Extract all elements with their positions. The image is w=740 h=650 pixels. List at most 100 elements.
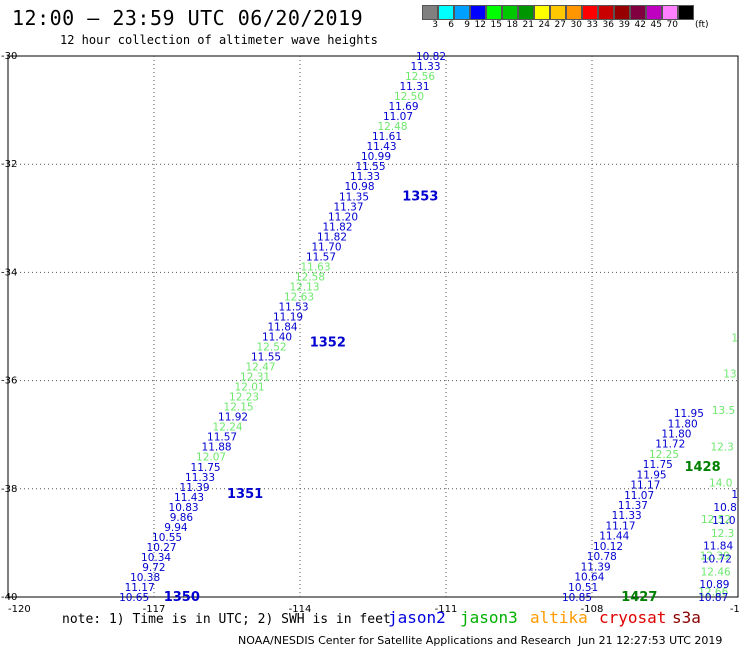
wave-height-label: 12.01 — [235, 382, 265, 394]
scale-label-3: 12 — [474, 20, 486, 30]
wave-height-label: 11.37 — [618, 500, 648, 512]
wave-height-label: 10.38 — [130, 572, 160, 584]
wave-height-label: 11.0 — [712, 515, 735, 527]
wave-height-label: 11.72 — [655, 439, 685, 451]
scale-label-14: 45 — [650, 20, 662, 30]
wave-height-label: 12.24 — [213, 422, 243, 434]
wave-height-label: 11.84 — [703, 541, 733, 553]
scale-label-7: 24 — [538, 20, 550, 30]
wave-height-label: 10.64 — [574, 572, 604, 584]
wave-height-label: 10.65 — [119, 592, 149, 604]
wave-height-label: 9.86 — [170, 512, 194, 524]
legend-altika: altika — [530, 608, 588, 627]
wave-height-label: 11.75 — [643, 459, 673, 471]
wave-height-label: 11.40 — [262, 332, 292, 344]
units-note: note: 1) Time is in UTC; 2) SWH is in fe… — [62, 612, 391, 627]
wave-height-label: 12.52 — [257, 342, 287, 354]
wave-height-label: 11.31 — [399, 81, 429, 93]
wave-height-label: 11.92 — [218, 412, 248, 424]
wave-height-label: 11.33 — [185, 472, 215, 484]
scale-label-4: 15 — [490, 20, 502, 30]
wave-height-label: 10.8 — [713, 502, 736, 514]
scale-swatch-11 — [598, 5, 614, 20]
x-tick-label: -114 — [289, 604, 312, 615]
legend-s3a: s3a — [672, 608, 701, 627]
wave-height-label: 12.25 — [649, 449, 679, 461]
footer-timestamp: Jun 21 12:27:53 UTC 2019 — [578, 634, 723, 647]
scale-swatch-0 — [422, 5, 438, 20]
wave-height-label: 11.39 — [180, 482, 210, 494]
footer-credit: NOAA/NESDIS Center for Satellite Applica… — [238, 634, 572, 647]
wave-height-label: 11.07 — [624, 490, 654, 502]
wave-height-label: 11.84 — [268, 322, 298, 334]
scale-swatch-9 — [566, 5, 582, 20]
wave-height-label: 11.70 — [311, 241, 341, 253]
wave-height-label: 10.34 — [141, 552, 171, 564]
wave-height-label: 12.52 — [701, 514, 731, 526]
wave-height-label: 10.83 — [169, 502, 199, 514]
wave-height-label: 11.63 — [300, 261, 330, 273]
wave-height-label: 11.20 — [328, 211, 358, 223]
x-tick-label: -111 — [435, 604, 458, 615]
wave-height-label: 11.44 — [599, 531, 629, 543]
wave-height-label: 12.15 — [224, 402, 254, 414]
wave-height-label: 1 — [731, 489, 738, 501]
wave-height-label: 10.55 — [152, 532, 182, 544]
wave-height-label: 1 — [731, 332, 738, 344]
wave-height-label: 11.55 — [251, 352, 281, 364]
scale-swatch-15 — [662, 5, 678, 20]
wave-height-label: 12.31 — [240, 372, 270, 384]
wave-height-label: 13 — [723, 369, 736, 381]
wave-height-label: 11.17 — [605, 520, 635, 532]
wave-height-label: 11.35 — [339, 191, 369, 203]
wave-height-label: 12.3 — [710, 441, 733, 453]
scale-label-2: 9 — [464, 20, 470, 30]
scale-swatch-3 — [470, 5, 486, 20]
y-tick-label: -34 — [1, 267, 17, 278]
scale-labels: 3 6 9 12 15 18 21 24 27 30 33 36 39 42 45 70 (ft) — [422, 20, 708, 32]
pass-id-label: 1352 — [310, 336, 346, 351]
scale-swatches — [422, 5, 709, 20]
wave-height-label: 11.37 — [333, 201, 363, 213]
pass-id-label: 1428 — [684, 460, 720, 475]
scale-swatch-7 — [534, 5, 550, 20]
wave-height-label: 12.63 — [284, 291, 314, 303]
scale-swatch-2 — [454, 5, 470, 20]
wave-height-label: 11.33 — [410, 61, 440, 73]
y-tick-label: -36 — [1, 376, 17, 387]
wave-height-label: 11.88 — [202, 442, 232, 454]
scale-label-0: 3 — [432, 20, 438, 30]
wave-height-label: 12.13 — [289, 281, 319, 293]
wave-height-label: 12.23 — [229, 392, 259, 404]
wave-height-label: 12.48 — [377, 121, 407, 133]
scale-swatch-6 — [518, 5, 534, 20]
scale-swatch-5 — [502, 5, 518, 20]
wave-height-label: 11.95 — [674, 408, 704, 420]
scale-swatch-13 — [630, 5, 646, 20]
scale-label-15: 70 — [666, 20, 678, 30]
wave-height-label: 11.19 — [273, 311, 303, 323]
scale-label-12: 39 — [618, 20, 630, 30]
wave-height-label: 12.58 — [295, 271, 325, 283]
scale-swatch-4 — [486, 5, 502, 20]
scale-label-11: 36 — [602, 20, 614, 30]
wave-height-label: 11.75 — [191, 462, 221, 474]
wave-height-label: 10.12 — [593, 541, 623, 553]
wave-height-label: 11.55 — [355, 161, 385, 173]
wave-height-label: 10.82 — [416, 51, 446, 63]
wave-height-label: 11.82 — [317, 231, 347, 243]
scale-swatch-16 — [678, 5, 694, 20]
wave-height-label: 10.87 — [698, 592, 728, 604]
wave-height-label: 11.82 — [322, 221, 352, 233]
wave-height-label: 12.46 — [701, 566, 731, 578]
scale-label-8: 27 — [554, 20, 566, 30]
x-tick-label: -10 — [730, 604, 740, 615]
wave-height-label: 11.33 — [350, 171, 380, 183]
pass-id-label: 1351 — [227, 487, 263, 502]
wave-height-label: 10.51 — [568, 582, 598, 594]
wave-height-label: 11.80 — [668, 418, 698, 430]
wave-height-label: 12.56 — [405, 71, 435, 83]
chart-subtitle: 12 hour collection of altimeter wave hei… — [60, 33, 378, 47]
scale-label-10: 33 — [586, 20, 598, 30]
